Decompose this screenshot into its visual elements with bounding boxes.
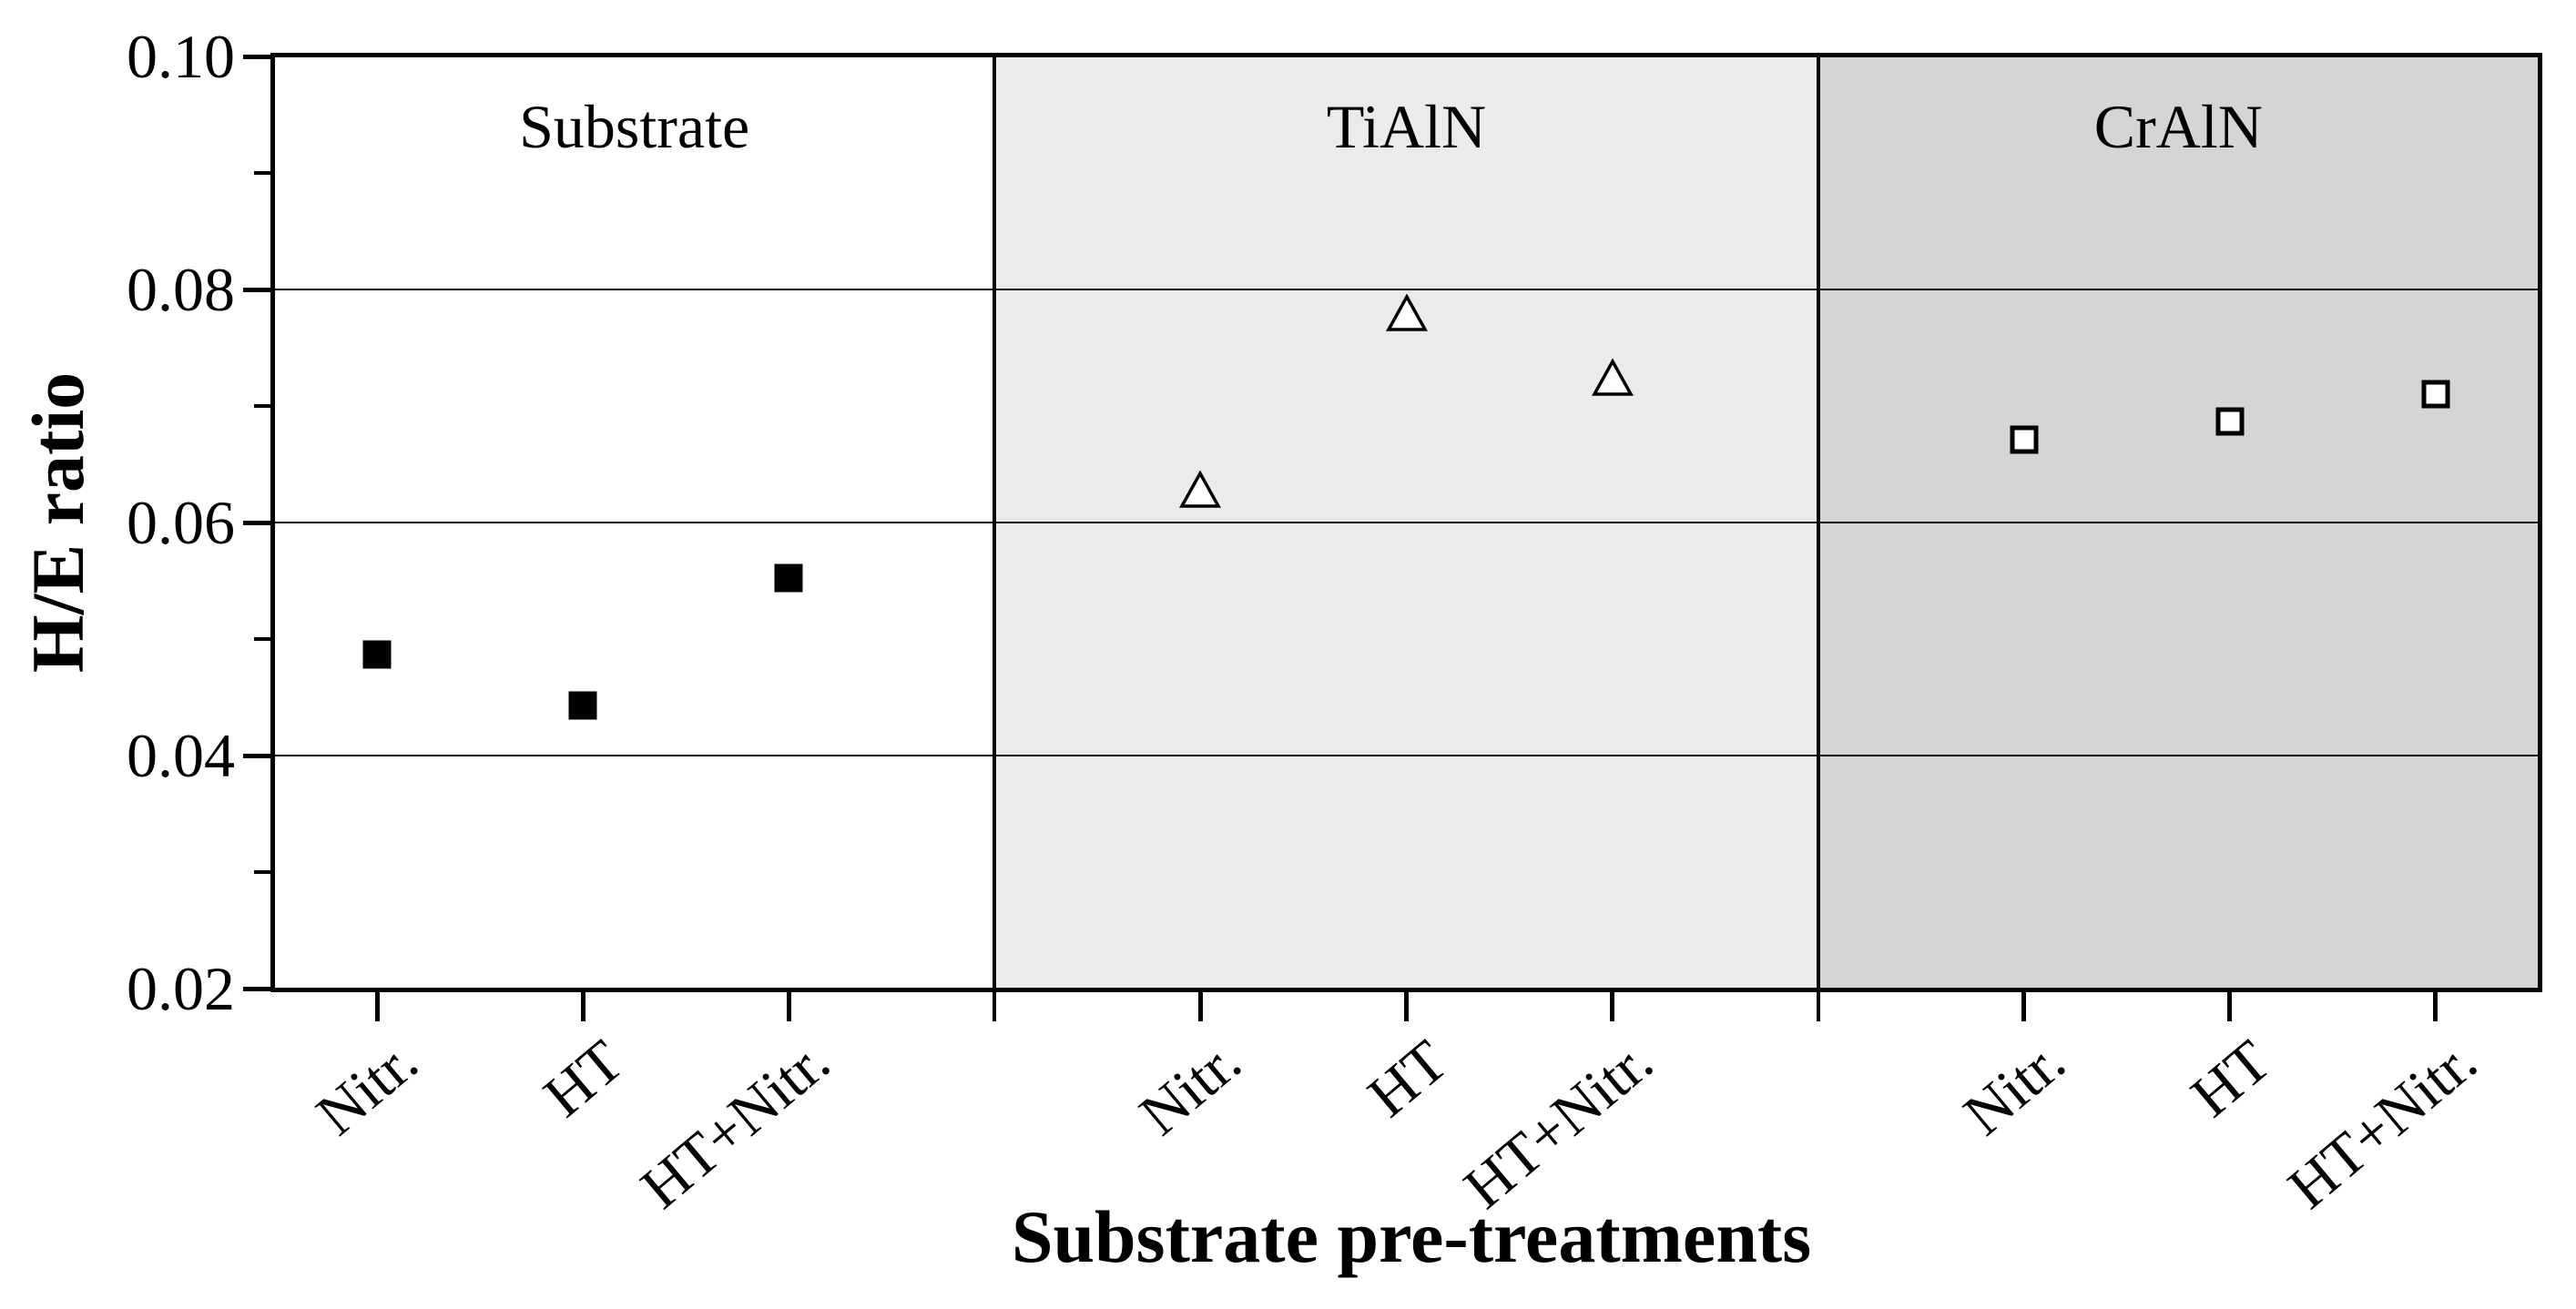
x-tick-label-7-ht: HT (2178, 1027, 2284, 1131)
panel-divider-2 (1816, 56, 1820, 1021)
y-tick-label-0.06: 0.06 (127, 488, 235, 557)
y-minor-tick-0.03 (254, 870, 274, 874)
y-minor-tick-0.07 (254, 404, 274, 408)
marker-substrate-ht-nitr (774, 563, 803, 593)
y-minor-tick-0.05 (254, 637, 274, 641)
x-tick-3 (1197, 989, 1203, 1021)
x-tick-label-0-nitr: Nitr. (304, 1027, 431, 1149)
x-tick-label-1-ht: HT (532, 1027, 636, 1131)
x-tick-label-4-ht: HT (1355, 1027, 1460, 1131)
panel-label-tialn: TiAlN (1326, 92, 1487, 161)
marker-substrate-ht (568, 691, 597, 720)
panel-label-craln: CrAlN (2093, 92, 2263, 161)
marker-tialn-ht-nitr (1591, 358, 1634, 397)
marker-tialn-nitr (1179, 470, 1222, 509)
x-tick-label-6-nitr: Nitr. (1950, 1027, 2078, 1149)
marker-tialn-ht (1385, 292, 1428, 332)
marker-craln-nitr (2010, 425, 2039, 454)
x-tick-4 (1404, 989, 1409, 1021)
y-major-tick-0.04 (243, 753, 274, 758)
panel-label-substrate: Substrate (519, 92, 750, 161)
marker-craln-ht (2215, 407, 2245, 436)
gridline-0.08 (274, 289, 2539, 290)
y-tick-label-0.1: 0.10 (127, 22, 235, 91)
marker-craln-ht-nitr (2421, 380, 2450, 409)
y-major-tick-0.1 (243, 54, 274, 59)
y-axis-title: H/E ratio (16, 371, 99, 674)
y-tick-label-0.02: 0.02 (127, 954, 235, 1023)
y-major-tick-0.08 (243, 287, 274, 292)
y-major-tick-0.02 (243, 986, 274, 991)
x-tick-0 (374, 989, 380, 1021)
plot-border (270, 53, 2542, 992)
x-tick-label-5-ht-nitr: HT+Nitr. (1451, 1027, 1665, 1222)
gridline-0.06 (274, 522, 2539, 523)
y-tick-label-0.08: 0.08 (127, 255, 235, 324)
panel-divider-1 (993, 56, 997, 1021)
x-tick-label-8-ht-nitr: HT+Nitr. (2276, 1027, 2489, 1222)
x-tick-label-2-ht-nitr: HT+Nitr. (628, 1027, 842, 1222)
x-tick-1 (580, 989, 585, 1021)
x-tick-7 (2227, 989, 2233, 1021)
y-major-tick-0.06 (243, 520, 274, 525)
x-tick-8 (2433, 989, 2439, 1021)
y-tick-label-0.04: 0.04 (127, 721, 235, 790)
x-tick-label-3-nitr: Nitr. (1127, 1027, 1254, 1149)
x-tick-5 (1610, 989, 1615, 1021)
x-tick-6 (2021, 989, 2027, 1021)
x-tick-2 (786, 989, 791, 1021)
x-axis-title: Substrate pre-treatments (1011, 1195, 1812, 1278)
gridline-0.04 (274, 755, 2539, 756)
y-minor-tick-0.09 (254, 171, 274, 175)
marker-substrate-nitr (362, 640, 392, 669)
